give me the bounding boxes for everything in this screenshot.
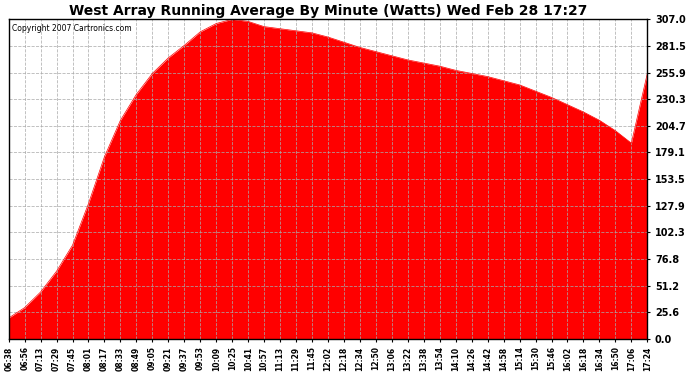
Text: Copyright 2007 Cartronics.com: Copyright 2007 Cartronics.com (12, 24, 132, 33)
Title: West Array Running Average By Minute (Watts) Wed Feb 28 17:27: West Array Running Average By Minute (Wa… (69, 4, 587, 18)
